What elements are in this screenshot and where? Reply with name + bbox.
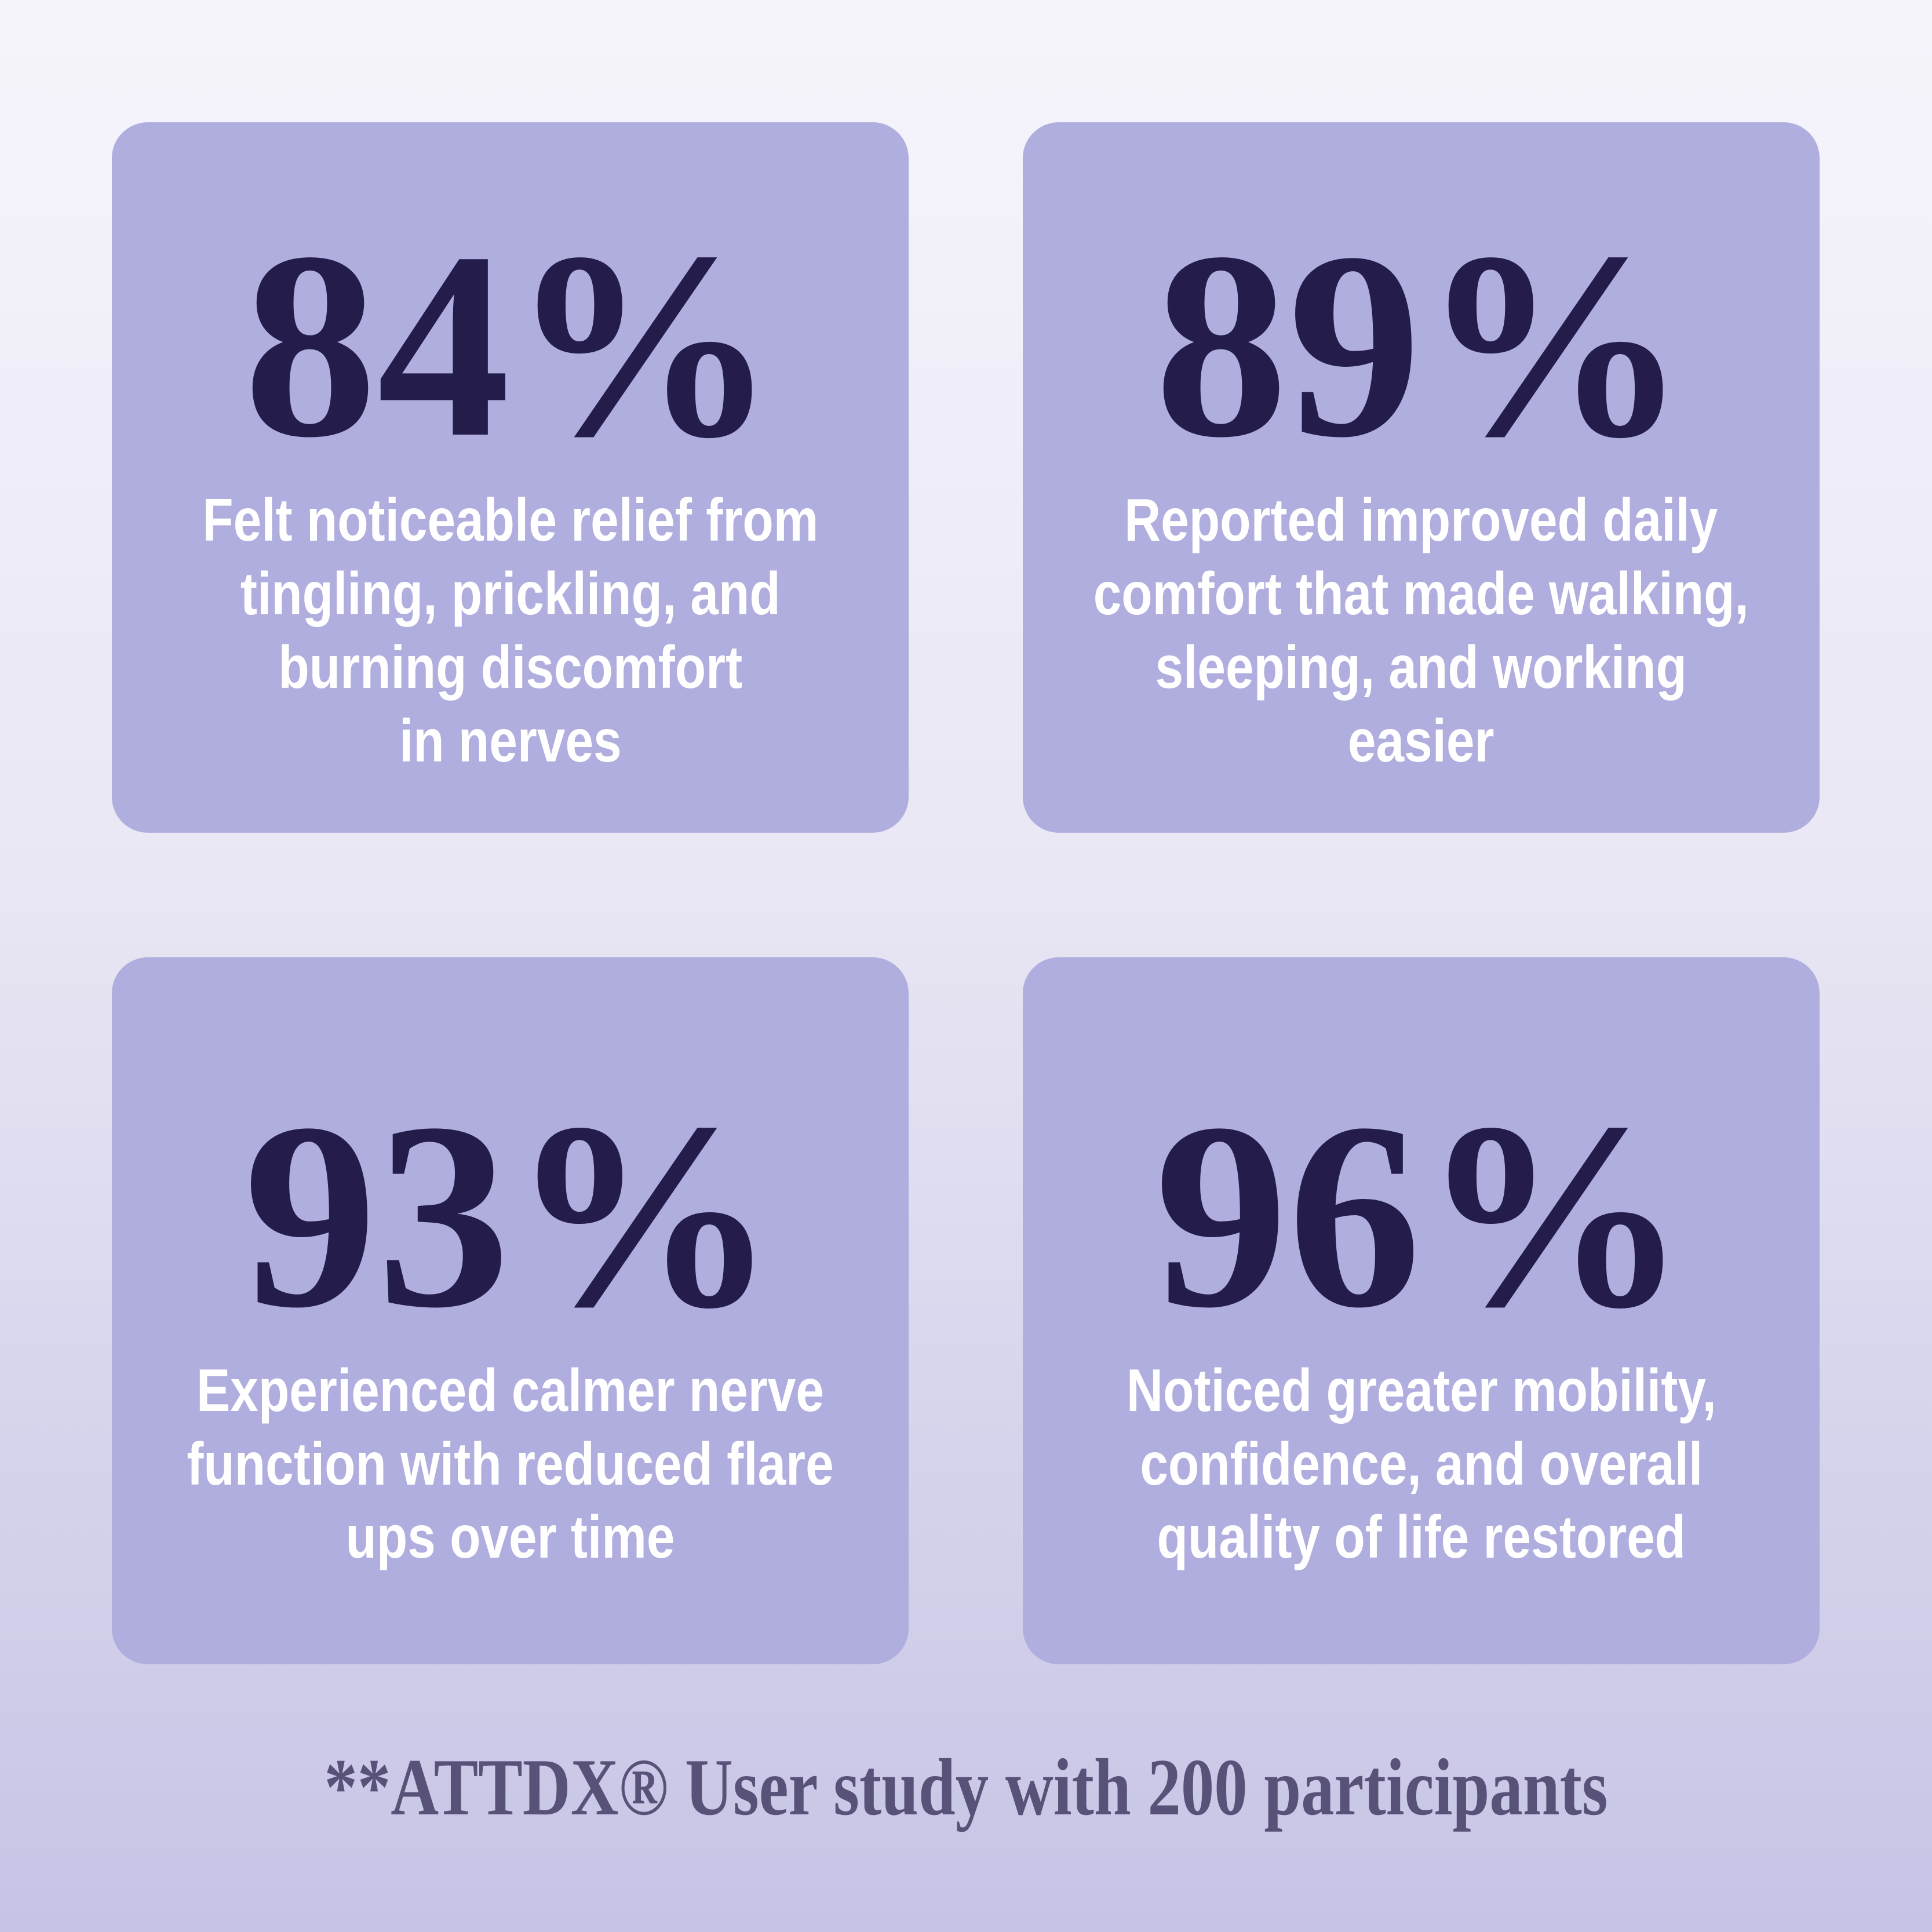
stat-card-bottom-left: 93% Experienced calmer nerve function wi… — [112, 957, 909, 1664]
stat-percent: 89% — [1154, 197, 1688, 493]
stat-card-top-right: 89% Reported improved daily comfort that… — [1023, 122, 1820, 833]
stat-description: Noticed greater mobility, confidence, an… — [1126, 1357, 1716, 1572]
stat-description: Felt noticeable relief from tingling, pr… — [202, 487, 819, 775]
study-footnote: **ATTDX® User study with 200 participant… — [324, 1743, 1608, 1832]
stat-percent: 96% — [1154, 1067, 1688, 1363]
stat-card-top-left: 84% Felt noticeable relief from tingling… — [112, 122, 909, 833]
stat-percent: 84% — [243, 197, 777, 493]
stat-description: Reported improved daily comfort that mad… — [1093, 487, 1749, 775]
stat-description: Experienced calmer nerve function with r… — [187, 1357, 834, 1572]
stat-card-bottom-right: 96% Noticed greater mobility, confidence… — [1023, 957, 1820, 1664]
stat-percent: 93% — [243, 1067, 777, 1363]
stats-grid: 84% Felt noticeable relief from tingling… — [112, 122, 1820, 1664]
